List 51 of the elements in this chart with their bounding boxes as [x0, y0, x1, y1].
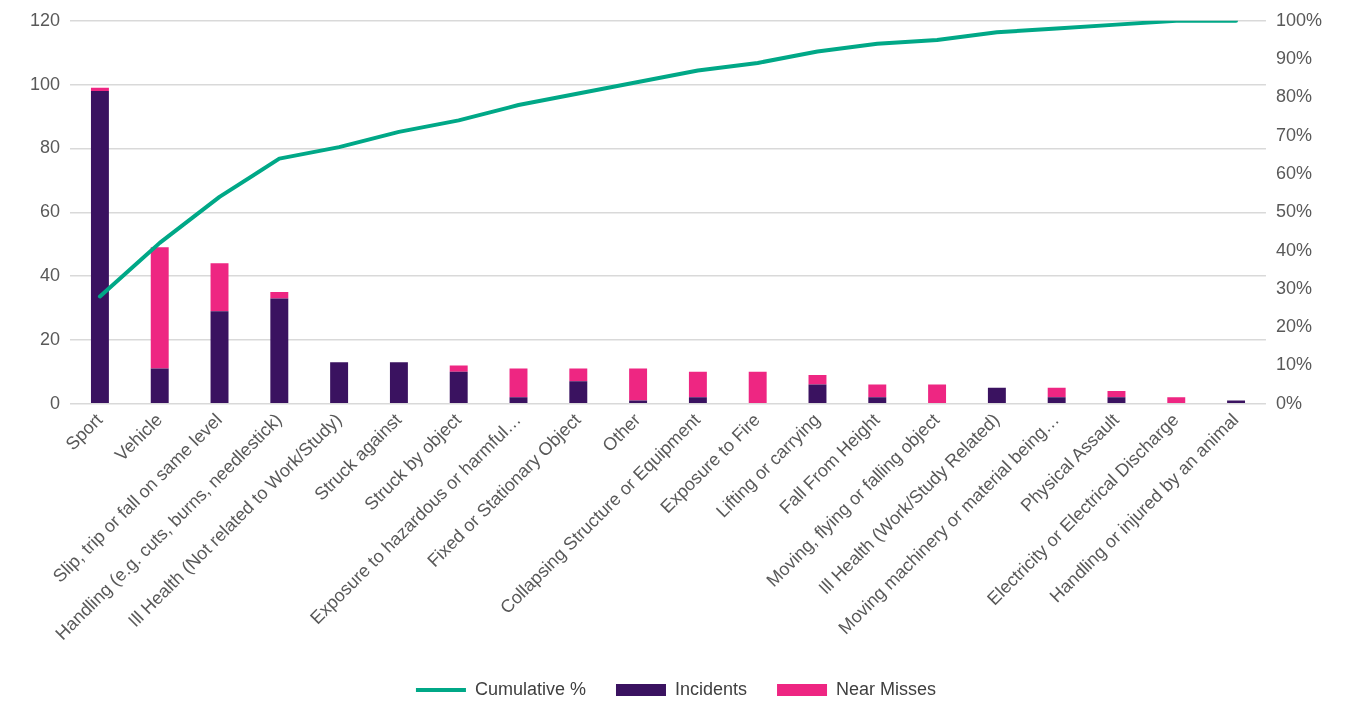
bar: [1047, 387, 1066, 398]
bar: [90, 87, 109, 91]
bar: [688, 371, 707, 398]
y2-tick-label: 70%: [1275, 124, 1312, 145]
bar: [90, 91, 109, 403]
y-tick-label: 0: [50, 392, 61, 413]
y2-tick-label: 0%: [1275, 392, 1302, 413]
bar: [569, 381, 588, 403]
bar: [210, 311, 229, 403]
y2-tick-label: 20%: [1275, 316, 1312, 337]
legend-label: Cumulative %: [474, 678, 586, 699]
bar: [509, 368, 528, 398]
y2-tick-label: 30%: [1275, 277, 1312, 298]
bar: [210, 263, 229, 312]
bar: [1167, 397, 1186, 403]
y-tick-label: 60: [40, 201, 61, 222]
legend-label: Near Misses: [836, 678, 937, 699]
bar: [509, 397, 528, 403]
bar: [389, 362, 408, 403]
bar: [1047, 397, 1066, 403]
bar: [569, 368, 588, 382]
y-tick-label: 100: [29, 73, 61, 94]
y2-tick-label: 60%: [1275, 162, 1312, 183]
bar: [868, 397, 887, 403]
y-tick-label: 80: [40, 137, 61, 158]
bar: [808, 374, 827, 385]
bar: [987, 387, 1006, 403]
bar: [629, 368, 648, 401]
y2-tick-label: 80%: [1275, 86, 1312, 107]
y-tick-label: 40: [40, 265, 61, 286]
bar: [808, 384, 827, 403]
y2-tick-label: 50%: [1275, 201, 1312, 222]
bar: [748, 371, 767, 403]
y2-tick-label: 40%: [1275, 239, 1312, 260]
bar: [150, 368, 169, 403]
y-tick-label: 20: [40, 328, 61, 349]
bar: [449, 371, 468, 403]
bar: [150, 247, 169, 369]
bar: [270, 292, 289, 299]
y-tick-label: 120: [29, 9, 61, 30]
bar: [449, 365, 468, 372]
bar: [1107, 397, 1126, 403]
y2-tick-label: 100%: [1275, 9, 1323, 30]
bar: [928, 384, 947, 403]
bar: [330, 362, 349, 403]
y2-tick-label: 90%: [1275, 48, 1312, 69]
bar: [270, 298, 289, 403]
y2-tick-label: 10%: [1275, 354, 1312, 375]
legend-label: Incidents: [674, 678, 748, 699]
bar: [688, 397, 707, 403]
bar: [868, 384, 887, 398]
